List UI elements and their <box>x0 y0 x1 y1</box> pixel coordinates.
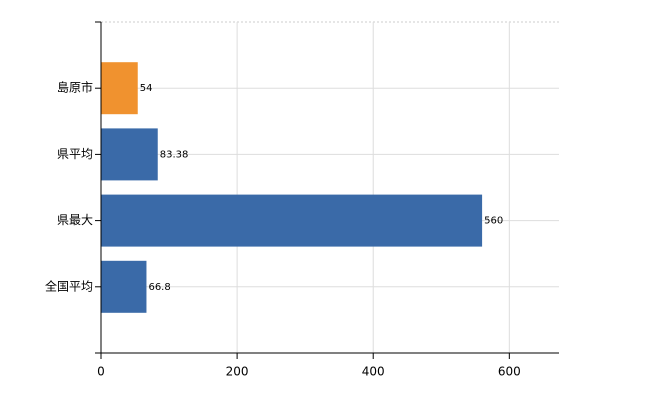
y-tick-label: 島原市 <box>57 80 93 95</box>
x-tick-label: 400 <box>362 365 385 379</box>
y-tick-label: 県平均 <box>57 147 93 161</box>
bar <box>101 260 147 313</box>
y-tick-label: 県最大 <box>57 213 93 227</box>
bar <box>101 194 483 247</box>
x-tick-label: 0 <box>97 365 105 379</box>
x-tick-label: 200 <box>226 365 249 379</box>
bar <box>101 128 158 181</box>
bar <box>101 62 138 115</box>
value-label: 54 <box>140 83 153 94</box>
value-label: 560 <box>484 216 503 227</box>
value-label: 66.8 <box>148 282 170 293</box>
x-tick-label: 600 <box>498 365 521 379</box>
value-label: 83.38 <box>160 149 189 160</box>
y-tick-label: 全国平均 <box>45 278 93 293</box>
